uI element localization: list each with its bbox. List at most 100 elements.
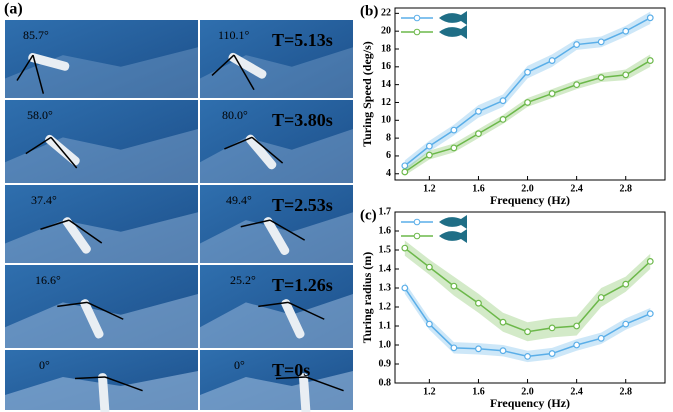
data-point [499, 115, 507, 123]
wave-texture [5, 294, 198, 348]
y-axis-label: Turing radius (m) [360, 252, 374, 344]
x-tick-label: 2.8 [619, 386, 632, 397]
robot-fish [28, 53, 70, 71]
data-point [646, 57, 654, 64]
data-point [499, 347, 507, 355]
data-point [548, 57, 556, 64]
y-tick-label: 22 [381, 8, 391, 19]
x-tick-label: 2.0 [521, 386, 534, 397]
legend-marker [413, 232, 421, 240]
angle-line [275, 376, 307, 380]
angle-line [240, 219, 271, 228]
y-tick-label: 16 [381, 61, 391, 72]
x-axis-label: Frequency (Hz) [490, 193, 570, 207]
y-tick-label: 1.1 [379, 320, 392, 331]
y-tick-label: 1.2 [379, 301, 392, 312]
wave-texture [200, 294, 353, 348]
data-point [573, 81, 581, 89]
legend-marker [413, 28, 421, 36]
data-point [573, 322, 581, 330]
time-label: T=0s [272, 360, 310, 380]
angle-label: 80.0° [222, 108, 248, 122]
data-point [548, 324, 556, 332]
time-label: T=1.26s [272, 275, 333, 295]
x-tick-label: 1.6 [472, 386, 485, 397]
data-point [475, 299, 482, 307]
data-point [646, 258, 654, 265]
fish-icon [439, 11, 467, 25]
data-point [401, 162, 409, 170]
data-point [425, 320, 433, 328]
video-frame [200, 100, 353, 183]
data-point [450, 144, 458, 152]
data-point [622, 320, 630, 328]
data-point [597, 74, 605, 81]
video-frame [200, 20, 353, 98]
data-point [524, 353, 531, 360]
data-point [597, 294, 605, 301]
y-tick-label: 0.9 [379, 358, 392, 369]
angle-line [211, 54, 235, 77]
y-tick-label: 20 [381, 25, 391, 36]
angle-label: 25.2° [230, 273, 256, 287]
y-tick-label: 10 [381, 115, 391, 126]
robot-fish [80, 299, 104, 339]
data-point [548, 350, 556, 357]
fish-icon [439, 229, 467, 243]
time-label: T=5.13s [272, 30, 333, 50]
angle-line [258, 301, 289, 308]
video-frame [5, 100, 198, 183]
angle-line [16, 54, 34, 81]
data-point [401, 244, 409, 252]
data-point [475, 345, 482, 353]
data-point [524, 68, 531, 76]
data-point [450, 344, 458, 352]
data-point [401, 284, 409, 292]
data-point [475, 107, 482, 115]
y-tick-label: 4 [386, 168, 391, 179]
data-point [646, 310, 654, 318]
angle-line [74, 376, 106, 380]
x-tick-label: 1.2 [423, 386, 436, 397]
robot-fish [98, 373, 110, 412]
y-tick-label: 12 [381, 97, 391, 108]
angle-line [68, 219, 103, 244]
angle-label: 0° [39, 358, 50, 372]
fish-icon [439, 215, 467, 229]
angle-line [32, 54, 45, 94]
y-tick-label: 18 [381, 43, 391, 54]
x-tick-label: 2.8 [619, 183, 632, 194]
angle-label: 85.7° [23, 28, 49, 42]
y-tick-label: 1.6 [379, 225, 392, 236]
robot-fish [228, 52, 267, 79]
data-point [597, 38, 605, 46]
angle-line [287, 301, 325, 320]
data-point [622, 27, 630, 35]
y-tick-label: 1.0 [379, 339, 392, 350]
y-tick-label: 6 [386, 150, 391, 161]
angle-line [50, 136, 78, 169]
angle-label: 37.4° [31, 193, 57, 207]
data-point [524, 328, 531, 336]
x-tick-label: 2.4 [570, 183, 583, 194]
panel-label: (c) [360, 207, 377, 223]
angle-label: 49.4° [226, 193, 252, 207]
angle-line [104, 376, 143, 392]
data-point [425, 263, 433, 271]
x-axis-label: Frequency (Hz) [490, 396, 570, 410]
data-point [499, 318, 507, 326]
time-label: T=2.53s [272, 195, 333, 215]
robot-fish [299, 373, 311, 412]
y-tick-label: 14 [381, 79, 391, 90]
angle-line [269, 219, 306, 241]
data-point [425, 151, 433, 159]
panel-label: (a) [4, 1, 23, 18]
data-point [548, 90, 556, 97]
error-band [404, 54, 651, 176]
x-tick-label: 1.2 [423, 183, 436, 194]
fish-icon [439, 25, 467, 39]
legend-marker [413, 218, 421, 226]
data-point [573, 341, 581, 349]
y-axis-label: Turing Speed (deg/s) [360, 41, 374, 147]
